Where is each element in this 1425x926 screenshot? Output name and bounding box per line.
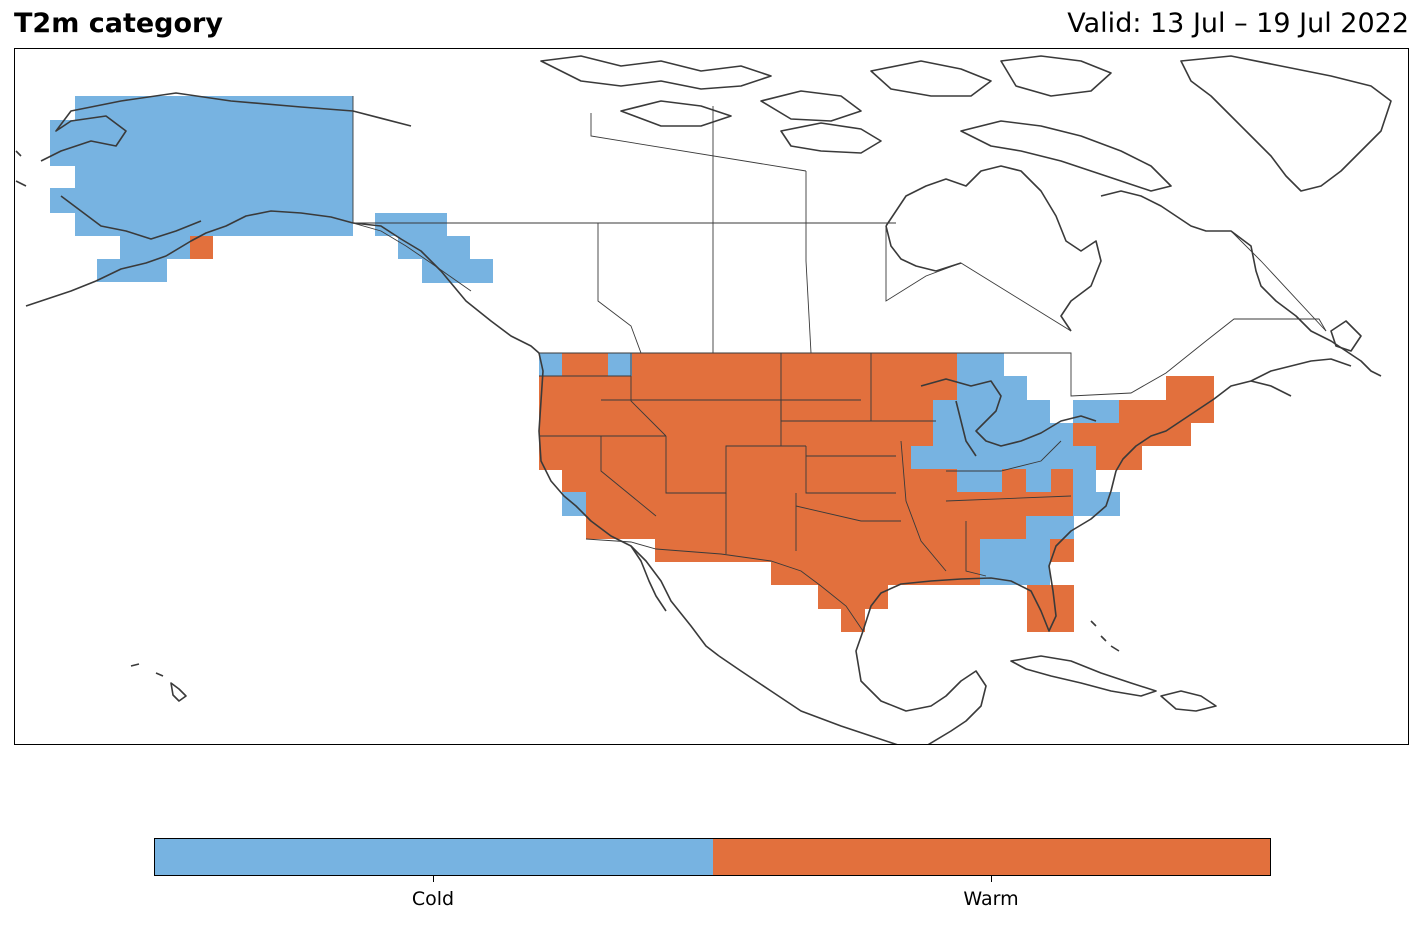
alaska-coast bbox=[15, 92, 412, 307]
warm-cell-row8b bbox=[1050, 539, 1074, 562]
state-tn-ky bbox=[945, 495, 1072, 502]
state-id-mt bbox=[630, 353, 667, 437]
quebec-labrador bbox=[1230, 230, 1327, 332]
cold-cell-alaska-pen2 bbox=[97, 259, 167, 282]
arctic-islands-2 bbox=[620, 100, 732, 127]
great-lakes bbox=[920, 378, 1097, 457]
cold-cell-alaska-west bbox=[50, 120, 80, 166]
bahamas bbox=[1090, 620, 1120, 652]
warm-cell-row0 bbox=[562, 353, 585, 376]
hudson-bay-west bbox=[885, 225, 962, 272]
gulf-coast bbox=[862, 380, 1292, 632]
state-ms-river bbox=[900, 440, 947, 572]
legend-label-cold: Cold bbox=[411, 888, 455, 910]
warm-cells bbox=[190, 236, 1214, 632]
warm-cell-row5 bbox=[562, 469, 957, 492]
state-co-ks bbox=[805, 446, 896, 494]
cold-cell-va bbox=[1073, 469, 1096, 492]
cold-cell-il bbox=[911, 446, 1096, 470]
cold-cell-alaska-west2 bbox=[50, 188, 80, 213]
warm-cell-row3-ne bbox=[1073, 423, 1191, 446]
manitoba-ontario bbox=[885, 226, 1072, 332]
state-al-ga bbox=[965, 521, 987, 577]
state-nv bbox=[600, 436, 657, 517]
warm-cell-row10 bbox=[818, 585, 888, 609]
legend-tick-cold bbox=[433, 876, 434, 882]
newfoundland bbox=[1330, 320, 1362, 352]
warm-cell-row2-ne bbox=[1119, 400, 1214, 423]
hudson-bay bbox=[885, 165, 1102, 332]
cold-cell-mi-up2 bbox=[957, 376, 1027, 400]
warm-cell-kenai bbox=[190, 236, 213, 259]
warm-cell-row6 bbox=[586, 492, 1073, 516]
ellesmere bbox=[1000, 55, 1112, 97]
map-canvas bbox=[15, 55, 1392, 744]
cold-cell-wi bbox=[933, 400, 1050, 424]
cold-cell-lakes bbox=[933, 423, 1073, 446]
warm-cell-row7 bbox=[586, 516, 1026, 539]
coastlines bbox=[15, 55, 1392, 744]
victoria-island bbox=[780, 122, 882, 154]
cold-cell-ny bbox=[1073, 400, 1119, 424]
labrador-coast bbox=[1100, 190, 1382, 377]
hawaii bbox=[130, 663, 187, 702]
nwt-nunavut bbox=[590, 113, 807, 172]
warm-cell-row1-ne bbox=[1166, 376, 1214, 400]
greenland bbox=[1180, 55, 1392, 192]
nova-scotia bbox=[1250, 358, 1352, 382]
warm-cell-row1 bbox=[539, 376, 957, 400]
legend-tick-warm bbox=[991, 876, 992, 882]
map-title: T2m category bbox=[14, 8, 223, 39]
warm-cell-row5c bbox=[1051, 469, 1073, 492]
sask-manitoba bbox=[805, 171, 812, 354]
state-dakotas bbox=[780, 353, 872, 422]
state-ohio-river bbox=[946, 440, 1062, 472]
cold-cell-ga bbox=[980, 539, 1050, 562]
state-ok-tx bbox=[795, 505, 901, 522]
cold-cell-oh bbox=[957, 469, 1002, 492]
legend-swatch-warm bbox=[712, 839, 1270, 875]
warm-cell-row0c bbox=[632, 353, 957, 376]
baja bbox=[630, 545, 667, 612]
us-mexico-border bbox=[585, 538, 864, 632]
warm-cell-row4 bbox=[539, 446, 911, 470]
valid-period: Valid: 13 Jul – 19 Jul 2022 bbox=[1067, 8, 1409, 39]
cuba bbox=[1010, 655, 1157, 697]
warm-cell-row2 bbox=[539, 400, 933, 423]
baffin-island bbox=[960, 120, 1172, 192]
legend-swatch-cold bbox=[155, 839, 713, 875]
us-west-coast bbox=[538, 352, 720, 657]
bc-coast bbox=[352, 222, 540, 354]
cold-cell-alaska-pen bbox=[120, 236, 190, 259]
cold-cell-oh2 bbox=[1026, 469, 1051, 492]
cold-cell-alaska bbox=[75, 96, 353, 236]
warm-cell-row11 bbox=[841, 609, 865, 632]
canada-us-border bbox=[539, 318, 1327, 397]
arctic-islands-1 bbox=[540, 55, 772, 90]
cold-cell-nc bbox=[1073, 492, 1120, 516]
warm-cell-row5b bbox=[1002, 469, 1026, 492]
arctic-islands-3 bbox=[760, 90, 862, 122]
cold-cell-panhandle bbox=[375, 213, 447, 236]
cold-cell-mi-upper bbox=[957, 353, 1004, 376]
cold-cell-ga2 bbox=[980, 562, 1050, 585]
map-frame bbox=[14, 48, 1409, 745]
cold-cell-wa2 bbox=[608, 353, 632, 376]
cold-cells bbox=[50, 96, 1120, 585]
cold-cell-sc bbox=[1026, 516, 1074, 539]
arctic-islands-4 bbox=[870, 60, 992, 97]
legend-label-warm: Warm bbox=[963, 888, 1019, 910]
legend-colorbar bbox=[154, 838, 1271, 876]
warm-cell-row9 bbox=[771, 562, 980, 585]
hispaniola bbox=[1160, 690, 1217, 712]
warm-cell-row0b bbox=[585, 353, 608, 376]
warm-cell-row3 bbox=[539, 423, 933, 446]
mexico-gulf-coast bbox=[855, 630, 987, 744]
bc-alberta bbox=[597, 223, 642, 354]
warm-cell-row8 bbox=[655, 539, 980, 562]
mexico-pacific bbox=[718, 655, 898, 744]
warm-cell-row11b bbox=[1027, 609, 1074, 632]
